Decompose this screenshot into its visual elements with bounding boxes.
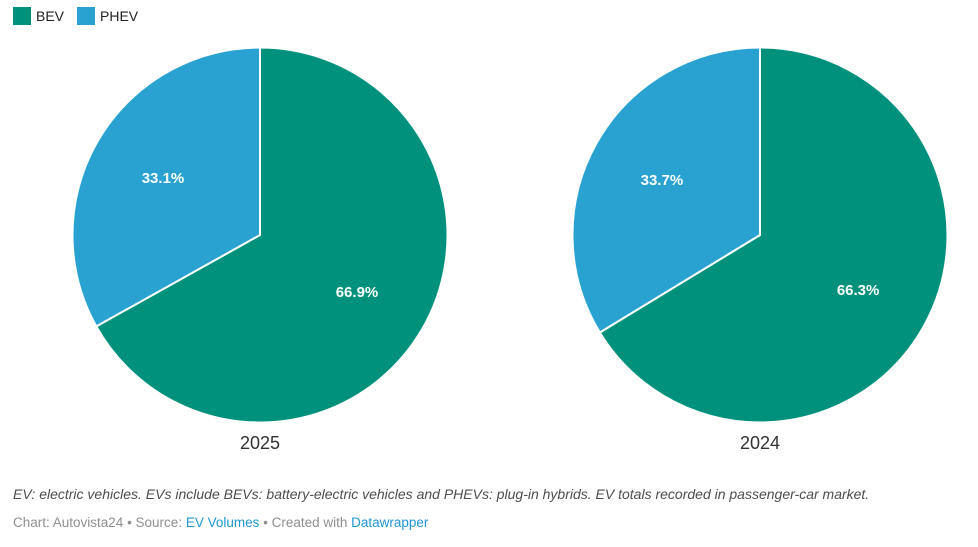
pie-slice-phev[interactable] — [571, 46, 761, 334]
slice-value-label: 66.9% — [336, 284, 379, 301]
pie-figure: 66.3% 33.7% 2024 — [571, 46, 949, 453]
legend: BEV PHEV — [13, 7, 138, 25]
byline-prefix: Chart: Autovista24 • Source: — [13, 515, 186, 530]
legend-label-bev: BEV — [36, 8, 65, 24]
legend-label-phev: PHEV — [100, 8, 139, 24]
pie-figure: 66.9% 33.1% 2025 — [71, 46, 449, 453]
pie-year-label: 2025 — [239, 433, 281, 453]
slice-value-label: 33.1% — [142, 170, 185, 187]
chart-footnote: EV: electric vehicles. EVs include BEVs:… — [13, 486, 870, 502]
slice-value-label: 33.7% — [641, 172, 684, 189]
slice-value-label: 66.3% — [837, 282, 880, 299]
byline: Chart: Autovista24 • Source: EV Volumes … — [13, 514, 428, 531]
source-link[interactable]: EV Volumes — [185, 515, 260, 530]
pie-year-label: 2024 — [739, 433, 781, 453]
pie-chart-2025: 66.9% 33.1% — [71, 46, 449, 424]
pie-slice-phev[interactable] — [71, 46, 261, 328]
byline-middle: • Created with — [259, 515, 352, 530]
pie-slice-bev[interactable] — [598, 46, 949, 424]
datawrapper-link[interactable]: Datawrapper — [351, 515, 429, 530]
pie-slice-bev[interactable] — [95, 46, 449, 424]
phev-color-swatch — [77, 7, 96, 25]
bev-color-swatch — [13, 7, 31, 25]
legend-item-phev: PHEV — [77, 7, 138, 25]
pie-chart-2024: 66.3% 33.7% — [571, 46, 949, 424]
legend-item-bev: BEV — [13, 7, 64, 25]
